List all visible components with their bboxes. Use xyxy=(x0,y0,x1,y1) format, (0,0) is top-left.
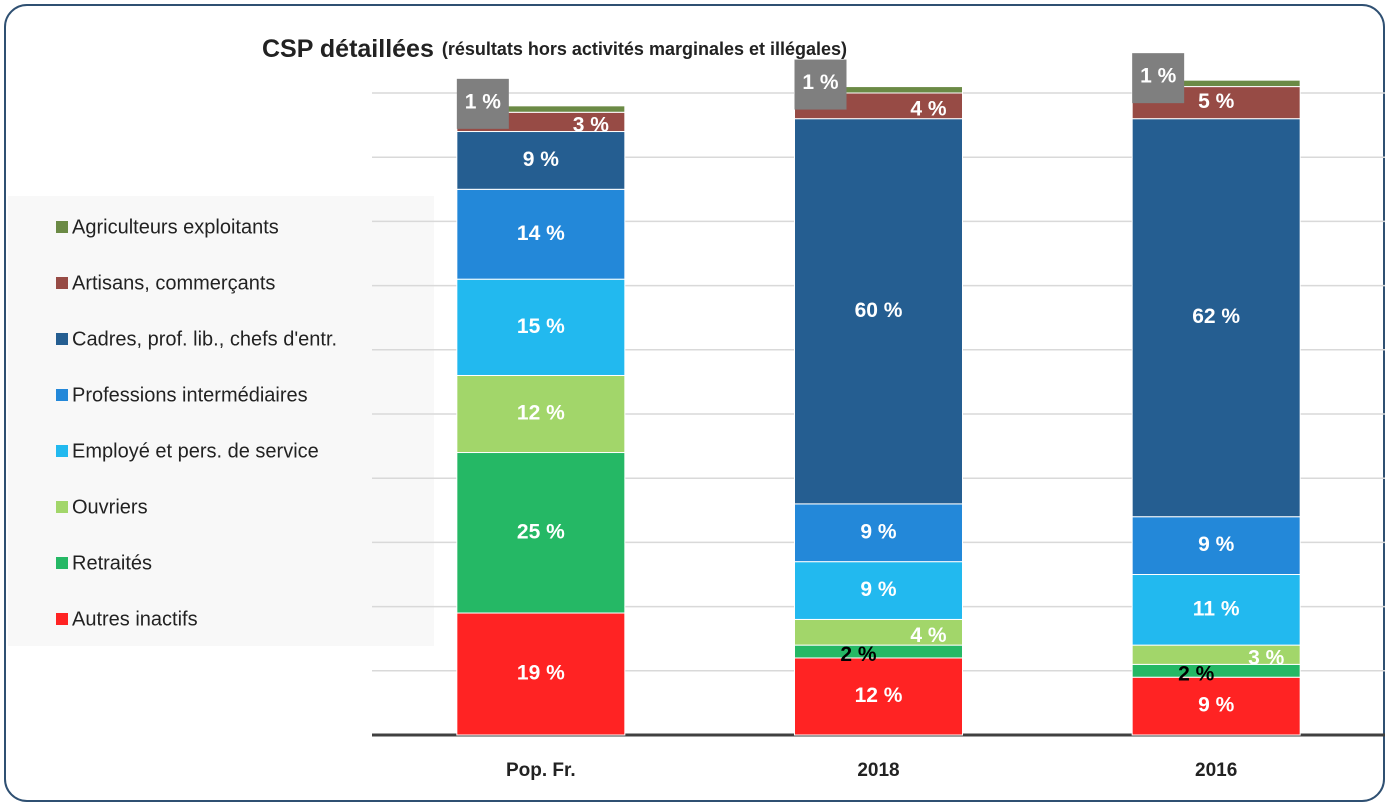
chart-subtitle: (résultats hors activités marginales et … xyxy=(442,39,847,59)
bar-segment xyxy=(456,374,626,454)
x-tick-label: Pop. Fr. xyxy=(506,760,576,781)
legend-swatch xyxy=(56,501,68,513)
legend-label: Ouvriers xyxy=(72,496,148,518)
data-label: 60 % xyxy=(855,299,903,322)
legend-swatch xyxy=(56,333,68,345)
bar-segment xyxy=(1131,118,1301,518)
legend-swatch xyxy=(56,557,68,569)
data-label: 1 % xyxy=(465,90,502,113)
data-label: 11 % xyxy=(1193,597,1240,620)
bar-segment xyxy=(456,452,626,614)
legend-label: Autres inactifs xyxy=(72,608,198,630)
bar-segment xyxy=(456,188,626,280)
legend-swatch xyxy=(56,221,68,233)
legend-label: Employé et pers. de service xyxy=(72,440,319,462)
bar-segment xyxy=(1131,676,1301,736)
data-label: 12 % xyxy=(517,402,565,425)
data-label: 2 % xyxy=(1178,662,1215,685)
data-label: 12 % xyxy=(855,684,903,707)
label-box xyxy=(794,59,847,110)
data-label: 3 % xyxy=(1248,646,1285,669)
legend-label: Artisans, commerçants xyxy=(72,272,275,294)
bar-segment xyxy=(456,278,626,376)
x-tick-label: 2018 xyxy=(857,760,899,781)
data-label: 9 % xyxy=(1198,533,1235,556)
data-label: 9 % xyxy=(860,520,897,543)
legend-swatch xyxy=(56,277,68,289)
legend-swatch xyxy=(56,445,68,457)
legend-label: Professions intermédiaires xyxy=(72,384,308,406)
legend-label: Agriculteurs exploitants xyxy=(72,216,279,238)
legend-swatch xyxy=(56,613,68,625)
legend-label: Retraités xyxy=(72,552,152,574)
data-label: 62 % xyxy=(1192,305,1240,328)
bar-segment xyxy=(794,618,963,646)
data-label: 3 % xyxy=(573,113,610,136)
label-box xyxy=(456,78,509,129)
label-box xyxy=(1132,53,1185,104)
data-label: 9 % xyxy=(1198,694,1235,717)
data-label: 9 % xyxy=(860,578,897,601)
legend-label: Cadres, prof. lib., chefs d'entr. xyxy=(72,328,337,350)
legend-swatch xyxy=(56,389,68,401)
data-label: 5 % xyxy=(1198,90,1235,113)
data-label: 19 % xyxy=(517,662,565,685)
bar-segment xyxy=(456,131,626,190)
chart-title-group: CSP détaillées (résultats hors activités … xyxy=(262,35,847,63)
bar-segment xyxy=(1131,516,1301,575)
bar-segment xyxy=(794,644,963,659)
bar-segment xyxy=(1131,574,1301,646)
data-label: 2 % xyxy=(840,643,877,666)
legend-box xyxy=(8,196,434,646)
bar-segment xyxy=(794,118,963,505)
data-label: 15 % xyxy=(517,315,565,338)
bar-segment xyxy=(456,612,626,736)
bar-segment xyxy=(794,657,963,736)
data-label: 1 % xyxy=(802,71,839,94)
data-label: 9 % xyxy=(523,148,560,171)
chart-title: CSP détaillées xyxy=(262,35,434,63)
bar-segment xyxy=(794,503,963,563)
data-label: 1 % xyxy=(1140,65,1177,88)
data-label: 25 % xyxy=(517,520,565,543)
x-tick-label: 2016 xyxy=(1195,760,1237,781)
data-label: 4 % xyxy=(910,97,947,120)
data-label: 14 % xyxy=(517,222,565,245)
data-label: 4 % xyxy=(910,624,947,647)
